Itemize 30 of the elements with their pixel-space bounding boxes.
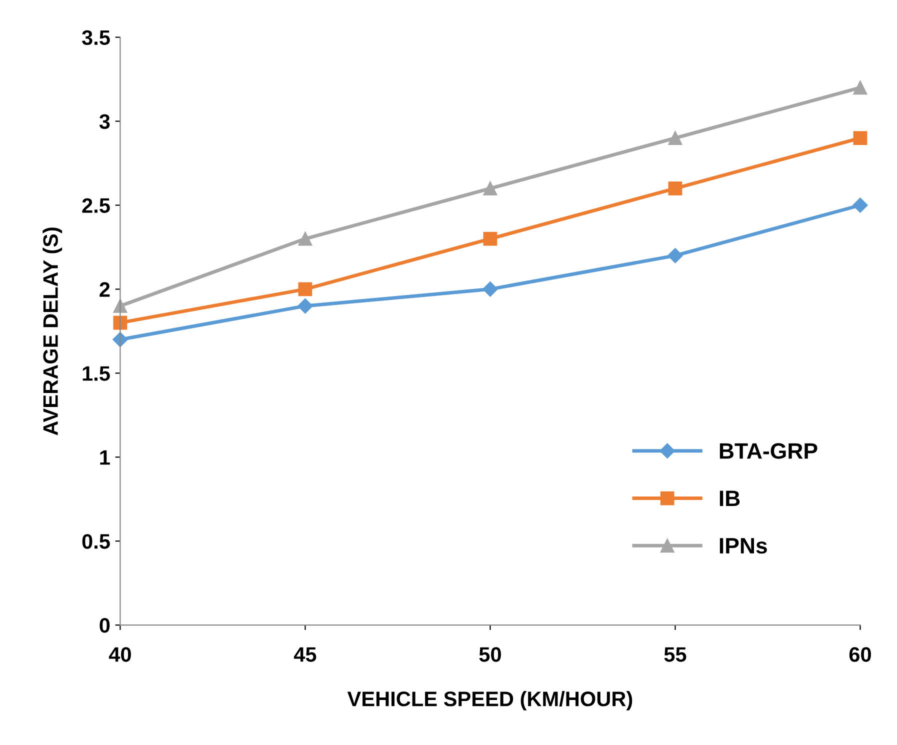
y-tick-label: 1 <box>100 450 110 465</box>
point <box>483 181 498 196</box>
point <box>853 131 868 145</box>
point <box>298 282 312 296</box>
point <box>668 131 682 145</box>
point <box>298 232 312 246</box>
point <box>852 198 868 213</box>
point <box>298 298 313 314</box>
x-tick-label: 50 <box>479 647 501 662</box>
legend-label: IB <box>720 490 740 506</box>
x-tick-label: 40 <box>108 647 131 662</box>
y-tick-label: 3.5 <box>82 30 110 46</box>
y-tick-label: 0.5 <box>82 534 110 549</box>
y-tick-label: 2 <box>100 282 110 297</box>
x-tick-label: 60 <box>849 647 871 662</box>
y-tick-label: 1.5 <box>82 366 110 381</box>
point <box>853 80 868 95</box>
point <box>668 248 683 264</box>
y-tick-label: 3 <box>99 114 110 130</box>
x-tick-label: 45 <box>294 647 316 662</box>
point <box>482 282 498 297</box>
point <box>668 181 682 196</box>
x-axis-title: VEHICLE SPEED (KM/HOUR) <box>347 691 632 710</box>
y-axis-title: AVERAGE DELAY (S) <box>42 228 62 436</box>
legend-label: IPNs <box>720 538 767 554</box>
y-tick-label: 2.5 <box>82 198 110 213</box>
legend-label: BTA-GRP <box>720 443 818 459</box>
point <box>483 232 498 246</box>
y-tick-label: 0 <box>100 618 110 633</box>
x-tick-label: 55 <box>664 647 686 662</box>
